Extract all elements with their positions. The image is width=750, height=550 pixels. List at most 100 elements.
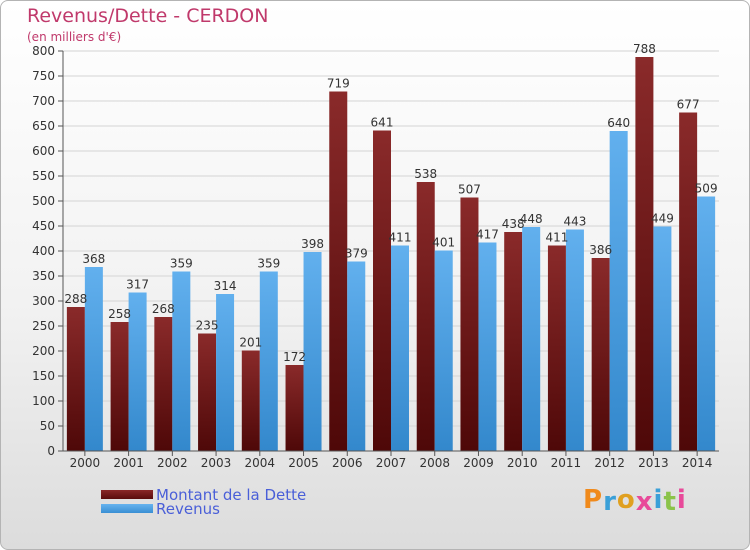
x-axis: 2000 2001 2002 2003 2004 2005 2006 2007 2008 2009… [63,450,719,470]
legend-swatch-revenus [101,504,153,513]
data-label-dette: 788 [633,42,656,56]
bar-revenus [84,267,103,451]
data-label-revenus: 368 [82,252,105,266]
x-tick-label: 2010 [507,456,538,470]
bar-dette [110,322,129,451]
y-tick-label: 450 [32,219,55,233]
x-tick-label: 2002 [157,456,188,470]
y-tick-label: 150 [32,369,55,383]
bar-dette [329,91,348,451]
data-label-revenus: 640 [607,116,630,130]
data-label-dette: 641 [371,116,394,130]
bar-revenus [478,242,497,451]
x-tick-label: 2006 [332,456,363,470]
data-label-dette: 172 [283,350,306,364]
bar-revenus [434,250,453,451]
bar-revenus [216,294,235,451]
y-tick-label: 250 [32,319,55,333]
bar-dette [460,197,479,451]
data-label-revenus: 417 [476,228,499,242]
data-label-dette: 386 [589,243,612,257]
x-tick-label: 2011 [551,456,582,470]
data-label-dette: 235 [196,319,219,333]
bar-revenus [347,261,366,451]
bar-revenus [172,271,191,451]
bar-revenus [565,229,584,451]
data-label-revenus: 509 [695,182,718,196]
y-tick-label: 500 [32,194,55,208]
bar-revenus [259,271,278,451]
y-tick-label: 650 [32,119,55,133]
chart-subtitle: (en milliers d'€) [27,30,122,44]
bar-dette [154,317,173,451]
data-label-dette: 201 [239,336,262,350]
data-label-revenus: 359 [257,257,280,271]
bar-dette [504,232,523,451]
bar-revenus [522,227,541,451]
x-tick-label: 2003 [201,456,232,470]
y-tick-label: 350 [32,269,55,283]
y-tick-label: 300 [32,294,55,308]
x-tick-label: 2013 [638,456,669,470]
y-tick-label: 750 [32,69,55,83]
y-tick-label: 800 [32,44,55,58]
data-label-revenus: 401 [432,236,455,250]
bar-revenus [128,292,147,451]
bars [66,57,716,451]
data-label-revenus: 449 [651,212,674,226]
data-label-revenus: 411 [389,231,412,245]
legend-label-revenus: Revenus [156,500,220,518]
bar-dette [679,112,698,451]
bar-dette [66,307,85,451]
x-tick-label: 2004 [245,456,276,470]
y-tick-label: 200 [32,344,55,358]
bar-dette [241,350,260,451]
y-tick-label: 100 [32,394,55,408]
y-tick-label: 50 [40,419,55,433]
data-label-dette: 258 [108,307,131,321]
data-label-revenus: 314 [214,279,237,293]
bar-revenus [303,252,322,451]
x-tick-label: 2014 [682,456,713,470]
bar-dette [285,365,304,451]
data-label-revenus: 317 [126,278,149,292]
proxiti-logo: Proxiti [583,485,687,517]
y-tick-label: 0 [47,444,55,458]
x-tick-label: 2009 [463,456,494,470]
y-tick-label: 600 [32,144,55,158]
bar-dette [547,245,566,451]
x-tick-label: 2012 [594,456,625,470]
bar-revenus [391,245,409,451]
bar-dette [198,333,217,451]
x-tick-label: 2007 [376,456,407,470]
x-tick-label: 2000 [70,456,101,470]
y-axis: 0 50 100 150 200 250 300 350 400 450 500 550 600 650 7… [32,44,64,458]
bar-revenus [697,196,716,451]
legend-swatch-dette [101,490,153,499]
x-tick-label: 2001 [113,456,144,470]
data-label-dette: 677 [677,98,700,112]
data-label-dette: 438 [502,217,525,231]
data-label-dette: 538 [414,167,437,181]
y-tick-label: 400 [32,244,55,258]
data-label-revenus: 379 [345,247,368,261]
data-label-dette: 411 [545,231,568,245]
bar-dette [635,57,654,451]
data-label-revenus: 448 [520,212,543,226]
data-label-revenus: 443 [563,215,586,229]
x-tick-label: 2005 [288,456,319,470]
data-label-dette: 507 [458,183,481,197]
y-tick-label: 700 [32,94,55,108]
x-tick-label: 2008 [419,456,450,470]
data-label-dette: 268 [152,302,175,316]
bar-dette [416,182,435,451]
data-label-dette: 288 [64,292,87,306]
chart-title: Revenus/Dette - CERDON [27,5,269,27]
legend-label-dette: Montant de la Dette [156,486,307,504]
data-label-revenus: 359 [170,257,193,271]
bar-dette [591,258,610,451]
y-tick-label: 550 [32,169,55,183]
